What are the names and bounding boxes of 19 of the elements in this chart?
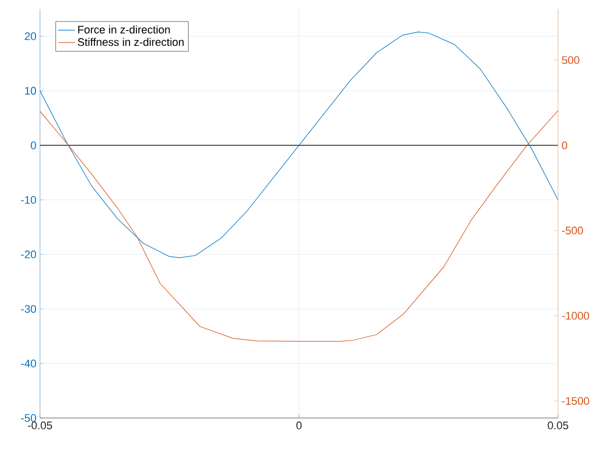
x-tick-label: 0.05 [548, 422, 568, 430]
y2-tick-label: -1500 [562, 397, 590, 405]
y-tick-label: -20 [21, 250, 36, 258]
y2-tick-label: 500 [562, 56, 580, 64]
y2-tick-label: -500 [562, 226, 584, 234]
x-tick-label: -0.05 [28, 422, 52, 430]
y-tick-label: -40 [21, 360, 36, 368]
x-tick-label: 0 [296, 422, 302, 430]
y-tick-label: -50 [21, 414, 36, 422]
line-series [40, 110, 558, 342]
y2-tick-label: -1000 [562, 312, 590, 320]
y-tick-label: 20 [24, 32, 36, 40]
y-tick-label: 10 [25, 86, 36, 95]
y2-tick-label: 0 [562, 141, 568, 150]
y-tick-label: -10 [21, 196, 36, 204]
legend-label: Force in z-direction [78, 25, 170, 34]
y-tick-label: -30 [21, 305, 36, 313]
legend-label: Stiffness in z-direction [78, 38, 184, 46]
y-tick-label: 0 [30, 141, 36, 150]
